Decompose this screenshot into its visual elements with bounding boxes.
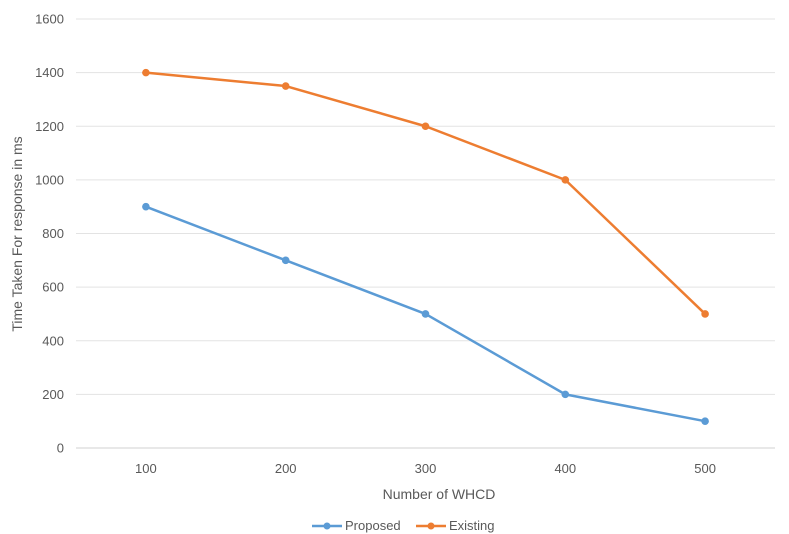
data-point-existing — [561, 176, 570, 184]
data-point-proposed — [281, 256, 290, 265]
y-tick-label: 1200 — [35, 119, 64, 134]
legend-label-proposed: Proposed — [345, 518, 401, 533]
data-point-proposed — [142, 202, 150, 211]
data-point-existing — [142, 68, 150, 77]
gridlines — [76, 18, 775, 449]
y-tick-label: 200 — [42, 387, 64, 402]
data-point-proposed — [701, 417, 709, 425]
y-tick-label: 400 — [42, 333, 64, 348]
legend-label-existing: Existing — [449, 518, 495, 533]
x-tick-label: 300 — [415, 461, 437, 476]
data-point-existing — [421, 122, 430, 131]
legend: Proposed Existing — [312, 518, 495, 533]
x-tick-label: 100 — [135, 461, 157, 476]
series-line-existing — [145, 71, 706, 315]
x-tick-label: 500 — [694, 461, 716, 476]
y-axis-title: Time Taken For response in ms — [9, 136, 25, 331]
data-point-proposed — [561, 390, 570, 399]
series-lines — [142, 68, 709, 425]
y-tick-label: 0 — [57, 441, 64, 456]
x-axis-ticks: 100 200 300 400 500 — [135, 461, 716, 476]
series-existing — [142, 68, 709, 318]
x-tick-label: 200 — [275, 461, 297, 476]
data-point-existing — [281, 82, 290, 90]
data-point-existing — [701, 310, 709, 318]
y-tick-label: 800 — [42, 226, 64, 241]
y-tick-label: 1400 — [35, 65, 64, 80]
data-point-proposed — [421, 310, 430, 318]
y-axis-ticks: 0 200 400 600 800 1000 1200 1400 1600 — [35, 12, 64, 456]
legend-marker-proposed — [323, 522, 331, 530]
y-tick-label: 600 — [42, 280, 64, 295]
y-tick-label: 1600 — [35, 12, 64, 27]
legend-marker-existing — [427, 522, 435, 530]
series-proposed — [142, 202, 709, 425]
x-axis-title: Number of WHCD — [383, 486, 496, 502]
legend-item-proposed: Proposed — [312, 518, 401, 533]
x-tick-label: 400 — [554, 461, 576, 476]
legend-item-existing: Existing — [416, 518, 495, 533]
y-tick-label: 1000 — [35, 172, 64, 187]
